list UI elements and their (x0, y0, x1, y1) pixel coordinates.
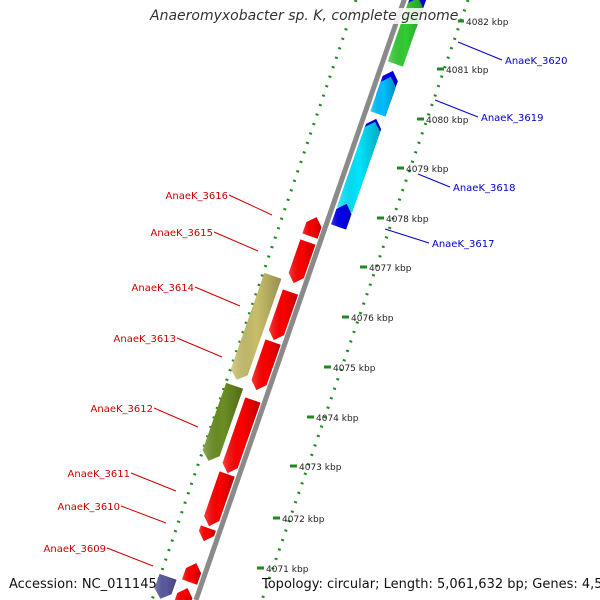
gene-arrow-shade (268, 289, 299, 341)
left-tick-ring (150, 0, 358, 600)
gene-label-reverse[interactable]: AnaeK_3614 (132, 283, 194, 294)
leader-line (106, 547, 154, 567)
leader-line (228, 194, 273, 216)
leader-line (434, 99, 479, 118)
gene-label-forward[interactable]: AnaeK_3619 (481, 113, 543, 124)
gene-arrow-shade (230, 272, 282, 380)
gene-label-reverse[interactable]: AnaeK_3609 (44, 544, 106, 555)
gene-label-reverse[interactable]: AnaeK_3616 (166, 191, 228, 202)
scale-ring: 4082 kbp 4081 kbp 4080 kbp 4079 kbp 4078 kbp… (150, 0, 509, 600)
scale-label: 4076 kbp (351, 314, 394, 324)
scale-label: 4074 kbp (316, 414, 359, 424)
leader-line (457, 41, 503, 61)
leader-line (213, 231, 259, 252)
scale-label: 4075 kbp (333, 364, 376, 374)
gene-label-reverse[interactable]: AnaeK_3613 (114, 334, 176, 345)
gene-arrow-shade (202, 382, 244, 461)
leader-line (153, 407, 199, 428)
gene-label-reverse[interactable]: AnaeK_3610 (58, 502, 120, 513)
gene-arrow-shade (182, 563, 202, 585)
gene-label-reverse[interactable]: AnaeK_3611 (68, 469, 130, 480)
leader-line (176, 337, 223, 358)
scale-label: 4073 kbp (299, 463, 342, 473)
gene-label-forward[interactable]: AnaeK_3620 (505, 56, 567, 67)
gene-label-forward[interactable]: AnaeK_3617 (432, 239, 494, 250)
leader-line (417, 173, 451, 188)
scale-label: 4077 kbp (369, 264, 412, 274)
gene-label-reverse[interactable]: AnaeK_3615 (151, 228, 213, 239)
leader-line (194, 286, 241, 307)
gene-arrow-shade (370, 76, 396, 117)
scale-label: 4079 kbp (406, 165, 449, 175)
backbone-line (193, 0, 407, 600)
gene-arrow-shade (336, 121, 381, 213)
gene-labels: AnaeK_3620 AnaeK_3619 AnaeK_3618 AnaeK_3617… (44, 41, 567, 567)
scale-label: 4082 kbp (466, 18, 509, 28)
topology-text: Topology: circular; Length: 5,061,632 bp… (262, 577, 600, 592)
gene-label-reverse[interactable]: AnaeK_3612 (91, 404, 153, 415)
genome-backbone (193, 0, 407, 600)
leader-line (130, 472, 177, 492)
gene-track (154, 0, 427, 600)
scale-label: 4072 kbp (282, 515, 325, 525)
scale-label: 4080 kbp (426, 116, 469, 126)
leader-line (120, 505, 167, 524)
gene-arrow-shade (251, 339, 281, 391)
gene-arrow-shade (331, 203, 352, 230)
gene-arrow-shade (222, 397, 261, 474)
gene-arrow-shade (204, 471, 235, 527)
scale-label: 4071 kbp (266, 565, 309, 575)
scale-label: 4081 kbp (446, 66, 489, 76)
gene-arrow-shade (154, 573, 177, 599)
leader-line (384, 228, 430, 244)
accession-text: Accession: NC_011145 (9, 577, 157, 592)
scale-label: 4078 kbp (386, 215, 429, 225)
gene-arrow-shade (288, 239, 316, 284)
gene-arrow-shade (174, 588, 193, 600)
gene-arrow-shade (198, 525, 216, 542)
genome-title: Anaeromyxobacter sp. K, complete genome (150, 8, 459, 24)
gene-arrow-shade (302, 217, 322, 239)
gene-label-forward[interactable]: AnaeK_3618 (453, 183, 515, 194)
